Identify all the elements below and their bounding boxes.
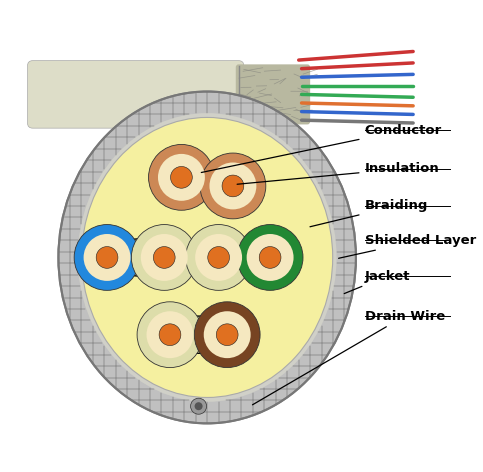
Circle shape xyxy=(141,234,188,281)
Text: Braiding: Braiding xyxy=(310,200,428,227)
Text: Jacket: Jacket xyxy=(344,270,410,294)
Circle shape xyxy=(216,324,238,346)
Text: Conductor: Conductor xyxy=(201,124,442,172)
Circle shape xyxy=(96,246,118,268)
Circle shape xyxy=(131,225,197,290)
Circle shape xyxy=(149,144,214,210)
Circle shape xyxy=(146,311,194,358)
Circle shape xyxy=(200,153,266,219)
Circle shape xyxy=(210,162,256,210)
Circle shape xyxy=(74,225,140,290)
FancyBboxPatch shape xyxy=(236,64,310,125)
Circle shape xyxy=(170,167,192,188)
FancyBboxPatch shape xyxy=(28,60,244,128)
Circle shape xyxy=(137,302,203,368)
Ellipse shape xyxy=(58,92,356,423)
Circle shape xyxy=(186,225,252,290)
Text: Insulation: Insulation xyxy=(237,162,439,184)
Circle shape xyxy=(195,402,202,410)
Circle shape xyxy=(204,311,251,358)
Circle shape xyxy=(222,175,244,197)
Circle shape xyxy=(154,246,175,268)
Ellipse shape xyxy=(82,118,333,397)
Circle shape xyxy=(191,398,207,414)
Circle shape xyxy=(159,324,181,346)
Circle shape xyxy=(158,154,205,201)
Circle shape xyxy=(194,302,260,368)
Ellipse shape xyxy=(78,113,337,402)
Circle shape xyxy=(259,246,281,268)
Text: Shielded Layer: Shielded Layer xyxy=(339,234,476,258)
Text: Drain Wire: Drain Wire xyxy=(253,310,445,405)
Circle shape xyxy=(208,246,229,268)
Circle shape xyxy=(237,225,303,290)
Circle shape xyxy=(247,234,294,281)
Circle shape xyxy=(84,234,130,281)
Circle shape xyxy=(195,234,242,281)
